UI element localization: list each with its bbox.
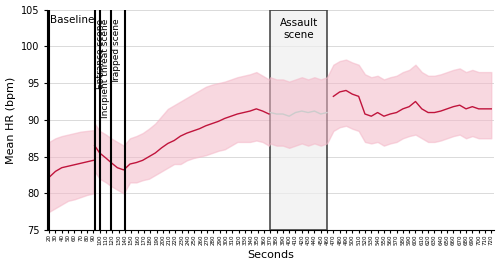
Text: Baseline: Baseline	[50, 15, 95, 26]
X-axis label: Seconds: Seconds	[248, 251, 294, 260]
Text: Entrance scene: Entrance scene	[96, 18, 104, 89]
Text: Assault
scene: Assault scene	[280, 18, 318, 40]
Text: Incipient threat scene: Incipient threat scene	[100, 18, 110, 118]
Y-axis label: Mean HR (bpm): Mean HR (bpm)	[6, 76, 16, 164]
Bar	[270, 10, 327, 230]
Text: Trapped scene: Trapped scene	[112, 18, 121, 84]
